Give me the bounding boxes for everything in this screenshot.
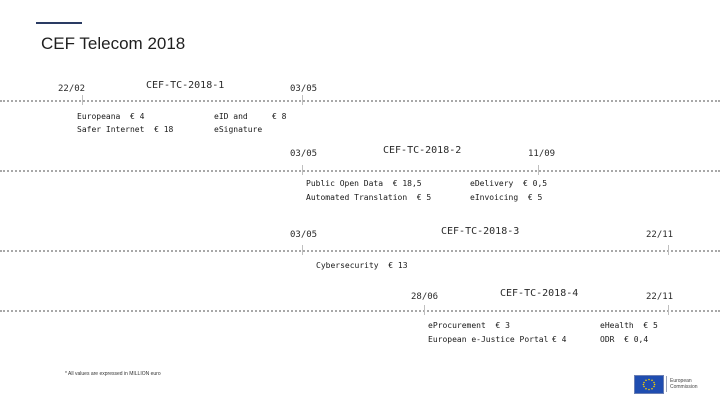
open-marker-call-3 <box>302 245 303 255</box>
close-marker-call-4 <box>668 305 669 315</box>
close-marker-call-3 <box>668 245 669 255</box>
item-edelivery: eDelivery € 0,5 <box>470 177 547 190</box>
item-value: € 18,5 <box>392 179 422 188</box>
item-label: ODR <box>600 335 615 344</box>
item-value: € 4 <box>130 112 145 121</box>
item-value: € 5 <box>643 321 658 330</box>
item-label: Safer Internet <box>77 125 145 134</box>
eu-flag-icon <box>634 375 664 394</box>
eu-stars-icon <box>642 378 656 391</box>
item-label: eHealth <box>600 321 634 330</box>
item-value: € 13 <box>388 261 408 270</box>
item-label: European e-Justice Portal <box>428 335 549 344</box>
item-label: Automated Translation <box>306 193 408 202</box>
item-label: eDelivery <box>470 179 514 188</box>
open-marker-call-2 <box>302 165 303 175</box>
timeline-call-4 <box>0 310 720 312</box>
call-name-3: CEF-TC-2018-3 <box>441 226 520 237</box>
item-value-e-justice: € 4 <box>552 335 567 344</box>
close-date-call-4: 22/11 <box>646 292 674 302</box>
call-name-4: CEF-TC-2018-4 <box>500 288 579 299</box>
ec-logo-line-1: European <box>670 378 692 384</box>
open-date-call-2: 03/05 <box>290 149 318 159</box>
close-marker-call-2 <box>538 165 539 175</box>
item-value-eid: € 8 <box>272 112 287 121</box>
item-europeana: Europeana € 4 <box>77 110 144 123</box>
timeline-call-2 <box>0 170 720 172</box>
item-label: eProcurement <box>428 321 486 330</box>
open-marker-call-4 <box>424 305 425 315</box>
item-ehealth: eHealth € 5 <box>600 319 658 332</box>
item-value: € 5 <box>416 193 432 202</box>
open-date-call-1: 22/02 <box>58 84 86 94</box>
item-e-justice-portal: European e-Justice Portal <box>428 333 548 346</box>
timeline-call-3 <box>0 250 720 252</box>
item-value: € 3 <box>495 321 510 330</box>
item-einvoicing: eInvoicing € 5 <box>470 191 542 204</box>
open-date-call-4: 28/06 <box>411 292 439 302</box>
item-value: € 0,4 <box>624 335 649 344</box>
open-date-call-3: 03/05 <box>290 230 318 240</box>
item-public-open-data: Public Open Data € 18,5 <box>306 177 422 190</box>
item-safer-internet: Safer Internet € 18 <box>77 123 173 136</box>
item-value: € 0,5 <box>523 179 548 188</box>
footnote: * All values are expressed in MILLION eu… <box>65 371 161 377</box>
item-label: eInvoicing <box>470 193 519 202</box>
item-label: Public Open Data <box>306 179 384 188</box>
open-marker-call-1 <box>82 95 83 105</box>
item-value: € 18 <box>154 125 174 134</box>
item-cybersecurity: Cybersecurity € 13 <box>316 259 408 272</box>
close-date-call-1: 03/05 <box>290 84 318 94</box>
timeline-call-1 <box>0 100 720 102</box>
close-date-call-3: 22/11 <box>646 230 674 240</box>
item-label: Cybersecurity <box>316 261 379 270</box>
ec-logo-divider <box>666 376 667 392</box>
close-date-call-2: 11/09 <box>528 149 556 159</box>
ec-logo-line-2: Commission <box>670 384 698 390</box>
item-automated-translation: Automated Translation € 5 <box>306 191 431 204</box>
call-name-2: CEF-TC-2018-2 <box>383 145 462 156</box>
item-value: € 5 <box>527 193 543 202</box>
item-label: eID and eSignature <box>214 112 263 134</box>
ec-logo-text: European Commission <box>670 378 698 390</box>
slide-title: CEF Telecom 2018 <box>41 34 186 53</box>
title-accent-line <box>36 22 82 24</box>
item-odr: ODR € 0,4 <box>600 333 648 346</box>
close-marker-call-1 <box>302 95 303 105</box>
item-eprocurement: eProcurement € 3 <box>428 319 510 332</box>
item-eid-esignature: eID and eSignature <box>214 110 270 136</box>
call-name-1: CEF-TC-2018-1 <box>146 80 225 91</box>
item-label: Europeana <box>77 112 121 121</box>
